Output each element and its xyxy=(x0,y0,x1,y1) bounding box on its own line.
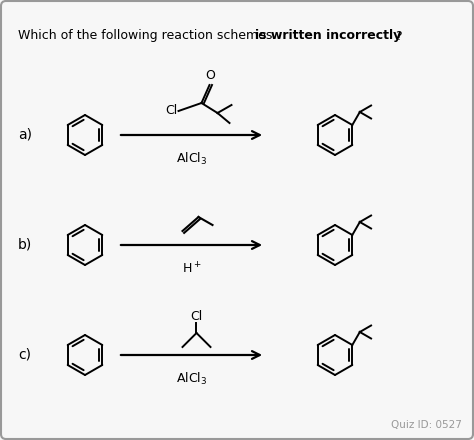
Text: a): a) xyxy=(18,128,32,142)
Text: Which of the following reaction schemes: Which of the following reaction schemes xyxy=(18,29,276,43)
Text: c): c) xyxy=(18,348,31,362)
Text: AlCl$_3$: AlCl$_3$ xyxy=(176,151,207,167)
Text: Cl: Cl xyxy=(191,310,202,323)
Text: is written incorrectly: is written incorrectly xyxy=(255,29,401,43)
Text: b): b) xyxy=(18,238,32,252)
Text: ?: ? xyxy=(395,29,401,43)
Text: O: O xyxy=(206,69,216,82)
Text: Cl: Cl xyxy=(165,104,177,117)
Text: Quiz ID: 0527: Quiz ID: 0527 xyxy=(391,420,462,430)
Text: AlCl$_3$: AlCl$_3$ xyxy=(176,371,207,387)
Text: H$^+$: H$^+$ xyxy=(182,261,201,276)
